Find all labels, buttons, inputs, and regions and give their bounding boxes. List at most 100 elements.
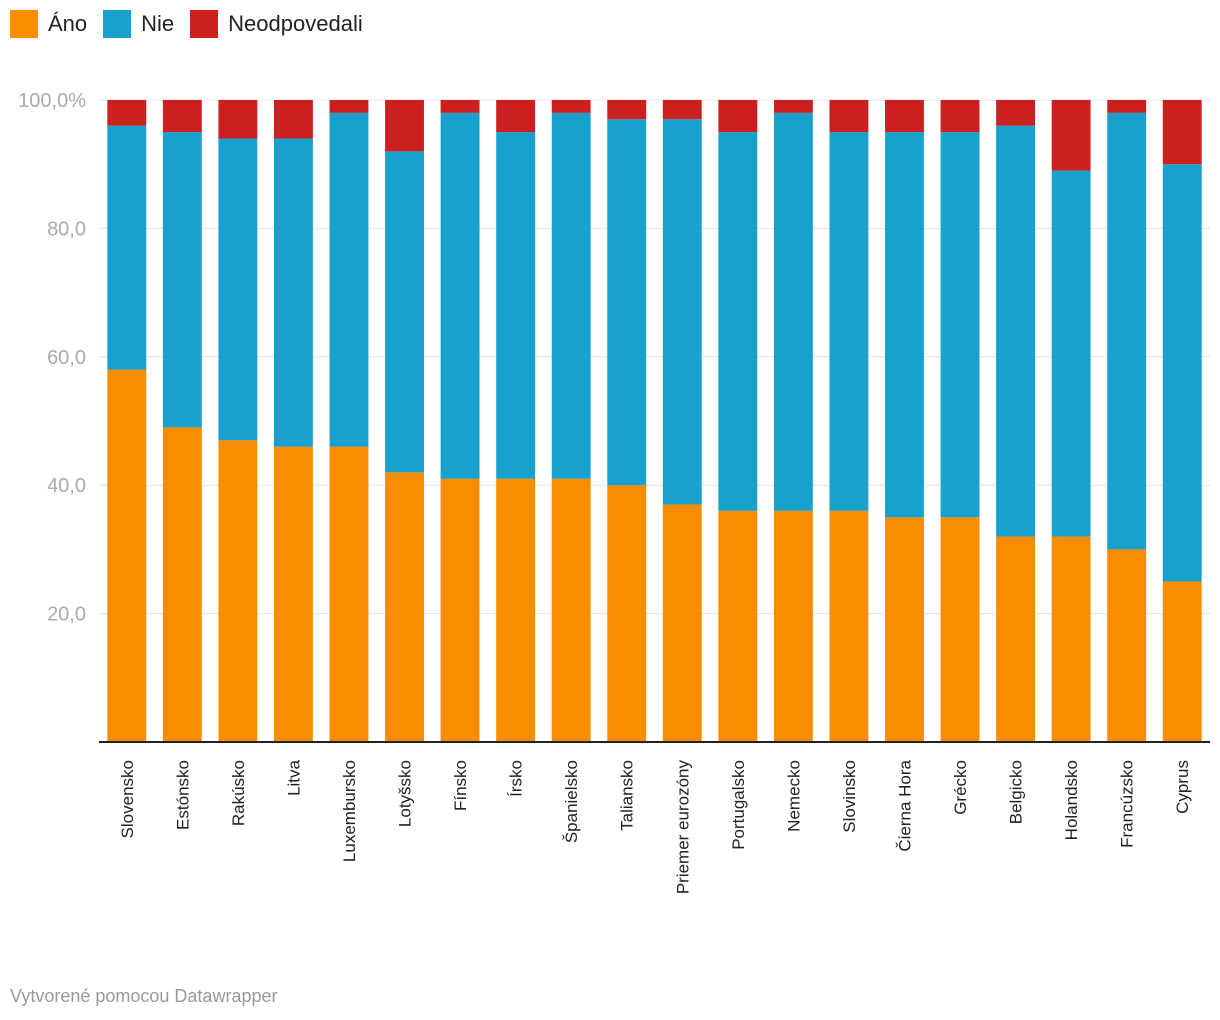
bar-segment [662, 119, 702, 505]
legend-label: Nie [141, 11, 175, 36]
bar-segment [440, 100, 480, 113]
category-label: Estónsko [173, 760, 192, 830]
category-label: Slovinsko [840, 760, 859, 833]
bar-segment [773, 100, 813, 113]
bar-segment [996, 125, 1036, 537]
bar-segment [273, 446, 313, 742]
category-label: Čierna Hora [895, 759, 914, 851]
bar-segment [162, 427, 202, 742]
category-label: Lotyšsko [396, 760, 415, 827]
bar-segment [1162, 164, 1202, 582]
bar-segment [1107, 112, 1147, 550]
y-tick-label: 100,0% [18, 90, 86, 112]
category-label: Fínsko [451, 760, 470, 811]
legend-swatch [103, 10, 132, 38]
bars [107, 100, 1202, 742]
category-label: Taliansko [618, 760, 637, 831]
bar-segment [385, 100, 424, 152]
bar-segment [107, 125, 147, 370]
bar-segment [1107, 549, 1147, 742]
bar-segment [218, 100, 258, 139]
legend-item: Áno [10, 10, 87, 38]
bar-segment [940, 517, 980, 742]
bar-segment [496, 100, 536, 133]
bar-segment [829, 100, 869, 133]
legend-label: Áno [48, 11, 88, 36]
bar-segment [940, 132, 980, 518]
category-label: Litva [284, 759, 303, 795]
bar-segment [440, 112, 480, 479]
bar-segment [1051, 170, 1091, 537]
bar-segment [1051, 100, 1091, 171]
y-axis-labels: 20,0 40,0 60,0 80,0 100,0% [18, 90, 86, 626]
bar-segment [385, 151, 424, 473]
legend-swatch [190, 10, 219, 38]
bar-segment [718, 510, 758, 742]
category-label: Rakúsko [229, 760, 248, 826]
category-label: Španielsko [562, 760, 581, 843]
bar-segment [218, 440, 258, 742]
bar-segment [273, 100, 313, 139]
bar-segment [607, 485, 647, 742]
bar-segment [718, 132, 758, 511]
category-label: Luxembursko [340, 760, 359, 862]
category-label: Nemecko [784, 760, 803, 832]
bar-segment [218, 138, 258, 441]
bar-segment [385, 472, 424, 742]
bar-segment [1162, 100, 1202, 165]
bar-segment [273, 138, 313, 447]
bar-segment [773, 510, 813, 742]
category-label: Grécko [951, 760, 970, 815]
bar-segment [885, 517, 924, 742]
credit-text: Vytvorené pomocou Datawrapper [10, 986, 278, 1006]
bar-segment [329, 446, 369, 742]
bar-segment [996, 100, 1036, 126]
bar-segment [940, 100, 980, 133]
bar-segment [496, 132, 536, 479]
y-tick-label: 40,0 [47, 475, 86, 497]
y-tick-label: 60,0 [47, 347, 86, 369]
category-label: Slovensko [118, 760, 137, 838]
bar-segment [551, 100, 591, 113]
y-tick-label: 20,0 [47, 604, 86, 626]
bar-segment [996, 536, 1036, 742]
category-label: Cyprus [1173, 760, 1192, 814]
bar-segment [885, 132, 924, 518]
bar-segment [1107, 100, 1147, 113]
bar-segment [718, 100, 758, 133]
bar-segment [329, 100, 369, 113]
category-label: Priemer eurozóny [673, 760, 692, 895]
bar-segment [162, 100, 202, 133]
category-label: Holandsko [1062, 760, 1081, 840]
category-label: Belgicko [1007, 760, 1026, 824]
category-labels: Slovensko Estónsko Rakúsko Litva Luxembursko… [118, 759, 1192, 894]
bar-segment [885, 100, 924, 133]
bar-segment [551, 112, 591, 479]
bar-segment [773, 112, 813, 511]
legend-swatch [10, 10, 38, 38]
category-label: Francúzsko [1118, 760, 1137, 848]
legend-item: Neodpovedali [190, 10, 363, 38]
bar-segment [329, 112, 369, 447]
bar-segment [551, 478, 591, 742]
bar-segment [607, 119, 647, 486]
legend-item: Nie [103, 10, 174, 38]
gridlines [99, 99, 1210, 615]
legend-label: Neodpovedali [228, 11, 363, 36]
category-label: Portugalsko [729, 760, 748, 850]
bar-segment [1051, 536, 1091, 742]
stacked-bar-chart: 20,0 40,0 60,0 80,0 100,0% Slovensko Estónsko… [18, 90, 1210, 894]
bar-segment [107, 100, 147, 126]
bar-segment [829, 510, 869, 742]
bar-segment [440, 478, 480, 742]
bar-segment [829, 132, 869, 511]
bar-segment [162, 132, 202, 428]
bar-segment [662, 504, 702, 742]
legend: Áno Nie Neodpovedali [10, 10, 363, 38]
bar-segment [1162, 581, 1202, 742]
bar-segment [107, 369, 147, 742]
bar-segment [662, 100, 702, 120]
bar-segment [496, 478, 536, 742]
category-label: Írsko [507, 760, 526, 797]
y-tick-label: 80,0 [47, 218, 86, 240]
